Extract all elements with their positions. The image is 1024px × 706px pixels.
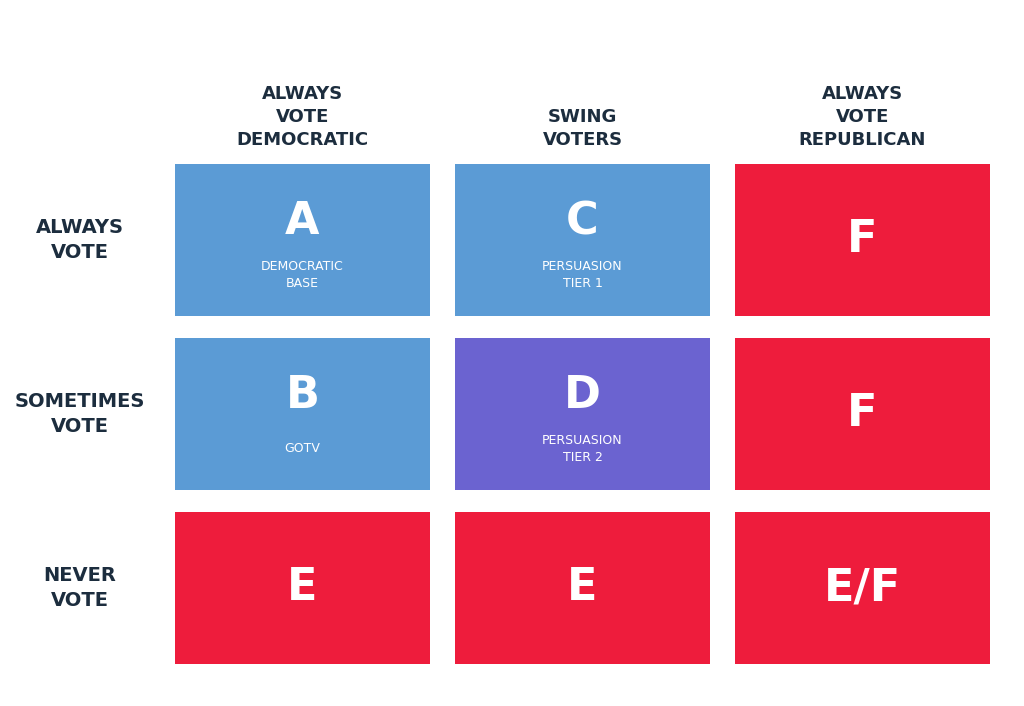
Bar: [455, 164, 710, 316]
Text: E: E: [288, 566, 317, 609]
Bar: [735, 512, 990, 664]
Text: D: D: [564, 374, 601, 417]
Text: PERSUASION
TIER 1: PERSUASION TIER 1: [542, 260, 623, 290]
Bar: [175, 512, 430, 664]
Text: F: F: [847, 393, 878, 436]
Text: SOMETIMES
VOTE: SOMETIMES VOTE: [14, 393, 145, 436]
Text: F: F: [847, 218, 878, 261]
Bar: [735, 164, 990, 316]
Bar: [735, 338, 990, 490]
Text: A: A: [286, 201, 319, 244]
Text: ALWAYS
VOTE
REPUBLICAN: ALWAYS VOTE REPUBLICAN: [799, 85, 926, 149]
Text: PERSUASION
TIER 2: PERSUASION TIER 2: [542, 434, 623, 464]
Text: B: B: [286, 374, 319, 417]
Bar: [175, 164, 430, 316]
Bar: [175, 338, 430, 490]
Text: GOTV: GOTV: [285, 443, 321, 455]
Text: SWING
VOTERS: SWING VOTERS: [543, 108, 623, 149]
Bar: [455, 338, 710, 490]
Text: C: C: [566, 201, 599, 244]
Text: E/F: E/F: [824, 566, 901, 609]
Text: NEVER
VOTE: NEVER VOTE: [44, 566, 117, 609]
Text: ALWAYS
VOTE
DEMOCRATIC: ALWAYS VOTE DEMOCRATIC: [237, 85, 369, 149]
Text: ALWAYS
VOTE: ALWAYS VOTE: [36, 218, 124, 262]
Bar: [455, 512, 710, 664]
Text: DEMOCRATIC
BASE: DEMOCRATIC BASE: [261, 260, 344, 290]
Text: E: E: [567, 566, 598, 609]
